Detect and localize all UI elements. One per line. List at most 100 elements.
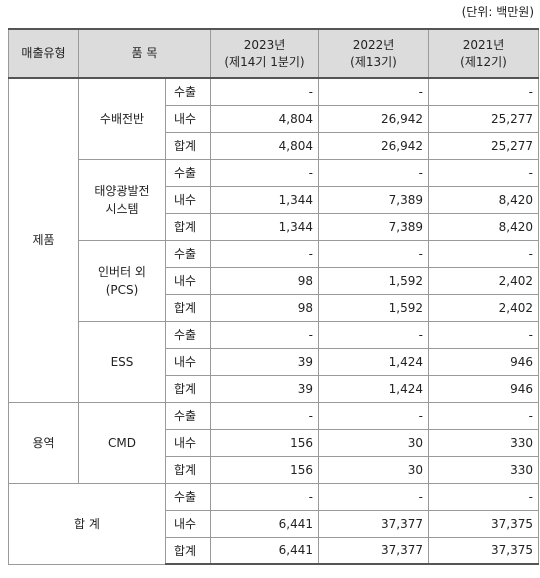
header-row: 매출유형 품 목 2023년 (제14기 1분기) 2022년 (제13기) 2021년 (제… [8,28,539,79]
header-type: 매출유형 [8,28,79,79]
item-name-line: 태양광발전 [94,183,150,198]
value-cell: 946 [428,347,539,376]
value-cell: - [210,239,319,268]
sales-type: 합 계 [8,482,166,565]
value-cell: 1,344 [210,212,319,241]
value-cell: 946 [428,374,539,403]
row-label: 내수 [165,185,211,214]
table-row: 내수 39 1,424 946 [9,347,539,376]
value-cell: - [428,320,539,349]
row-label: 수출 [165,239,211,268]
item-name: 수배전반 [78,77,166,160]
header-year: 2022년 (제13기) [318,28,429,79]
value-cell: 156 [210,428,319,457]
sales-type: 제품 [8,77,79,403]
value-cell: 25,277 [428,104,539,133]
table-row: 내수 4,804 26,942 25,277 [9,104,539,133]
value-cell: - [210,77,319,106]
value-cell: - [210,320,319,349]
value-cell: - [428,239,539,268]
value-cell: 1,424 [318,347,429,376]
period: (제13기) [350,54,397,69]
sales-table: 매출유형 품 목 2023년 (제14기 1분기) 2022년 (제13기) 2021년 (제… [8,28,539,565]
row-label: 합계 [165,374,211,403]
row-label: 합계 [165,212,211,241]
row-label: 내수 [165,266,211,295]
value-cell: - [318,239,429,268]
value-cell: - [318,320,429,349]
value-cell: 37,377 [318,536,429,565]
header-year: 2023년 (제14기 1분기) [210,28,319,79]
value-cell: 1,424 [318,374,429,403]
table-row: 제품 수배전반 수출 - - - [8,77,539,403]
value-cell: 2,402 [428,293,539,322]
value-cell: 26,942 [318,131,429,160]
value-cell: 330 [428,428,539,457]
row-label: 수출 [165,320,211,349]
item-name: CMD [78,401,166,484]
item-name-line: 시스템 [105,201,139,216]
table-row: 태양광발전 시스템 수출 - - - [9,158,539,241]
item-name-line: ESS [110,354,134,369]
value-cell: 7,389 [318,212,429,241]
item-name-line: 인버터 외 [98,264,146,279]
value-cell: - [428,482,539,511]
value-cell: 37,377 [318,509,429,538]
period: (제12기) [460,54,507,69]
row-label: 내수 [165,509,211,538]
row-label: 수출 [165,77,211,106]
value-cell: - [318,401,429,430]
value-cell: 1,592 [318,266,429,295]
row-label: 내수 [165,428,211,457]
value-cell: 98 [210,293,319,322]
row-label: 내수 [165,104,211,133]
table-row: 합계 4,804 26,942 25,277 [9,131,539,160]
value-cell: 26,942 [318,104,429,133]
value-cell: 1,344 [210,185,319,214]
value-cell: - [210,401,319,430]
value-cell: - [318,158,429,187]
table-header: 매출유형 품 목 2023년 (제14기 1분기) 2022년 (제13기) 2021년 (제… [8,28,539,79]
table-row: 합 계 수출 - - - [8,482,539,565]
row-label: 합계 [165,455,211,484]
item-name-line: (PCS) [105,282,139,297]
row-label: 합계 [165,293,211,322]
item-name-line: 수배전반 [99,111,145,126]
table-row: ESS 수출 - - - [9,320,539,403]
row-label: 수출 [165,158,211,187]
value-cell: 2,402 [428,266,539,295]
value-cell: 30 [318,428,429,457]
value-cell: 6,441 [210,509,319,538]
value-cell: - [318,482,429,511]
value-cell: - [428,401,539,430]
sales-type: 용역 [8,401,79,484]
value-cell: 6,441 [210,536,319,565]
year: 2022년 [352,37,395,52]
value-cell: - [428,77,539,106]
period: (제14기 1분기) [224,54,305,69]
table-row: 내수 6,441 37,377 37,375 [9,509,539,538]
value-cell: 4,804 [210,131,319,160]
value-cell: 98 [210,266,319,295]
value-cell: 330 [428,455,539,484]
value-cell: 39 [210,347,319,376]
table-row: 용역 CMD 수출 - - - [8,401,539,484]
row-label: 내수 [165,347,211,376]
value-cell: 37,375 [428,509,539,538]
value-cell: 25,277 [428,131,539,160]
table-row: 합계 1,344 7,389 8,420 [9,212,539,241]
table-row: 내수 98 1,592 2,402 [9,266,539,295]
item-name-line: CMD [108,435,136,450]
row-label: 합계 [165,536,211,565]
value-cell: - [318,77,429,106]
year: 2021년 [462,37,505,52]
value-cell: 7,389 [318,185,429,214]
value-cell: 156 [210,455,319,484]
table-row: 합계 39 1,424 946 [9,374,539,403]
value-cell: - [210,158,319,187]
item-name: 인버터 외 (PCS) [78,239,166,322]
year: 2023년 [243,37,286,52]
value-cell: 30 [318,455,429,484]
row-label: 합계 [165,131,211,160]
